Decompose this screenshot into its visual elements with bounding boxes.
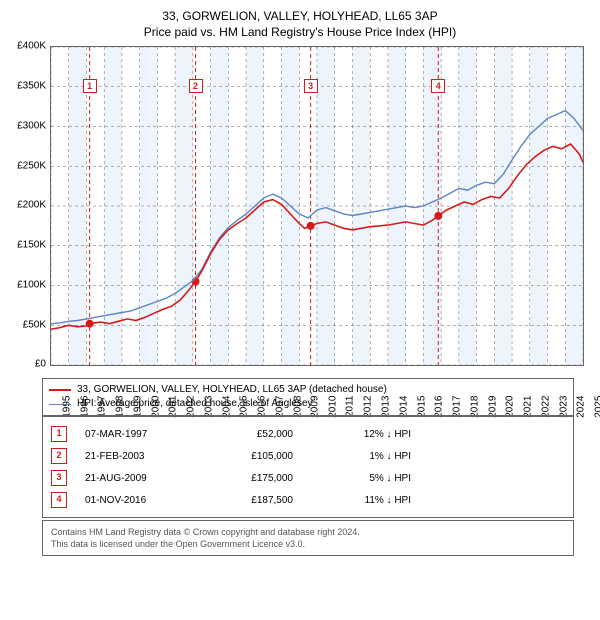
y-tick-label: £250K [17,160,46,171]
event-diff: 5% ↓ HPI [311,473,411,484]
y-tick-label: £300K [17,120,46,131]
event-price: £105,000 [213,451,293,462]
legend-label: HPI: Average price, detached house, Isle… [77,397,313,411]
legend-swatch [49,404,71,405]
legend-swatch [49,389,71,391]
event-price: £187,500 [213,495,293,506]
event-row: 1 07-MAR-1997 £52,000 12% ↓ HPI [51,423,565,445]
y-tick-label: £100K [17,279,46,290]
legend-row-hpi: HPI: Average price, detached house, Isle… [49,397,567,411]
event-row: 4 01-NOV-2016 £187,500 11% ↓ HPI [51,489,565,511]
event-price: £175,000 [213,473,293,484]
event-marker: 1 [51,426,67,442]
event-diff: 11% ↓ HPI [311,495,411,506]
sale-marker-2: 2 [189,79,203,93]
y-tick-label: £200K [17,200,46,211]
event-date: 01-NOV-2016 [85,495,195,506]
sale-marker-1: 1 [83,79,97,93]
legend: 33, GORWELION, VALLEY, HOLYHEAD, LL65 3A… [42,378,574,416]
page: 33, GORWELION, VALLEY, HOLYHEAD, LL65 3A… [0,0,600,620]
chart-title: 33, GORWELION, VALLEY, HOLYHEAD, LL65 3A… [10,8,590,40]
chart: £0£50K£100K£150K£200K£250K£300K£350K£400… [10,46,590,418]
event-date: 21-AUG-2009 [85,473,195,484]
footer-attribution: Contains HM Land Registry data © Crown c… [42,520,574,556]
event-row: 2 21-FEB-2003 £105,000 1% ↓ HPI [51,445,565,467]
footer-line-2: This data is licensed under the Open Gov… [51,538,565,550]
y-tick-label: £400K [17,41,46,52]
legend-row-property: 33, GORWELION, VALLEY, HOLYHEAD, LL65 3A… [49,383,567,397]
event-price: £52,000 [213,429,293,440]
plot-area: 1 2 3 4 [50,46,584,366]
events-table: 1 07-MAR-1997 £52,000 12% ↓ HPI 2 21-FEB-2003… [42,416,574,518]
event-date: 21-FEB-2003 [85,451,195,462]
footer-line-1: Contains HM Land Registry data © Crown c… [51,526,565,538]
title-line-2: Price paid vs. HM Land Registry's House … [10,24,590,40]
plot-svg [51,47,583,365]
title-line-1: 33, GORWELION, VALLEY, HOLYHEAD, LL65 3A… [10,8,590,24]
event-date: 07-MAR-1997 [85,429,195,440]
event-marker: 4 [51,492,67,508]
event-marker: 2 [51,448,67,464]
y-tick-label: £50K [23,319,46,330]
y-tick-label: £350K [17,81,46,92]
event-diff: 12% ↓ HPI [311,429,411,440]
y-tick-label: £150K [17,240,46,251]
y-axis-labels: £0£50K£100K£150K£200K£250K£300K£350K£400… [10,46,48,366]
event-marker: 3 [51,470,67,486]
event-row: 3 21-AUG-2009 £175,000 5% ↓ HPI [51,467,565,489]
event-diff: 1% ↓ HPI [311,451,411,462]
sale-marker-4: 4 [431,79,445,93]
y-tick-label: £0 [35,359,46,370]
x-tick-label: 2024 [576,396,587,418]
sale-marker-3: 3 [304,79,318,93]
legend-label: 33, GORWELION, VALLEY, HOLYHEAD, LL65 3A… [77,383,387,397]
x-tick-label: 2025 [593,396,600,418]
